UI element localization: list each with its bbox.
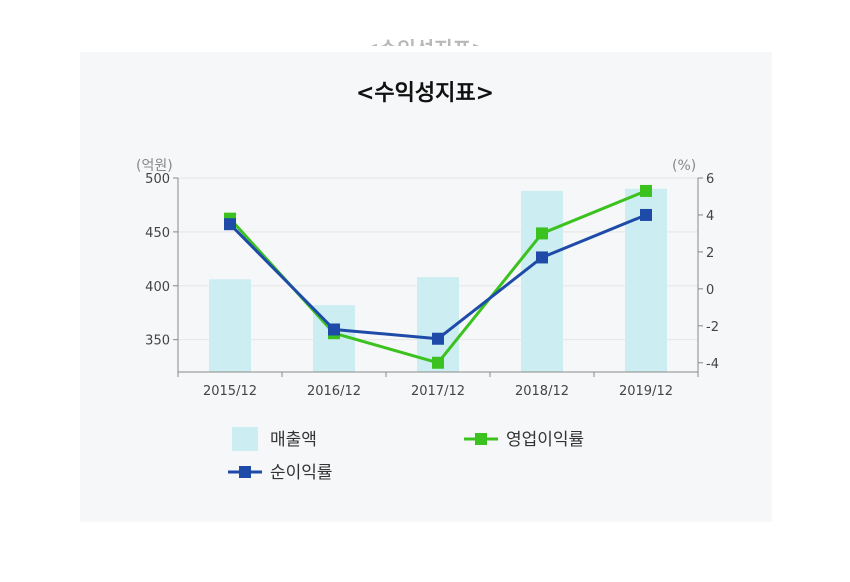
bar-2017/12: [417, 277, 459, 372]
x-tick-label: 2015/12: [203, 384, 257, 399]
left-tick-label: 500: [145, 172, 170, 187]
left-tick-label: 350: [145, 334, 170, 349]
right-tick-label: -4: [706, 357, 719, 372]
point-순이익률-2016/12: [328, 323, 340, 336]
left-tick-label: 400: [145, 280, 170, 295]
point-순이익률-2017/12: [432, 332, 444, 345]
legend-label-순이익률: 순이익률: [270, 463, 333, 483]
left-tick-label: 450: [145, 226, 170, 241]
x-tick-label: 2016/12: [307, 384, 361, 399]
faded-header-text: <수익성지표>: [340, 34, 510, 46]
legend-label-매출액: 매출액: [270, 430, 317, 450]
x-tick-label: 2018/12: [515, 384, 569, 399]
point-영업이익률-2018/12: [536, 227, 548, 240]
right-tick-label: -2: [706, 320, 719, 335]
legend-marker-순이익률: [239, 466, 251, 478]
right-tick-label: 6: [706, 172, 714, 187]
point-영업이익률-2017/12: [432, 356, 444, 369]
point-영업이익률-2019/12: [640, 184, 652, 197]
legend-swatch-매출액: [232, 427, 258, 451]
x-tick-label: 2019/12: [619, 384, 673, 399]
point-순이익률-2018/12: [536, 251, 548, 264]
chart-title: <수익성지표>: [355, 81, 495, 106]
axes: 350 400 450 500 -4 -2 0 2 4 6 2015/12 2016/12 2017/1…: [136, 158, 719, 399]
right-tick-label: 0: [706, 283, 714, 298]
point-순이익률-2015/12: [224, 218, 236, 231]
line-series: [224, 184, 652, 369]
bar-2018/12: [521, 190, 563, 372]
legend-label-영업이익률: 영업이익률: [506, 430, 584, 450]
point-순이익률-2019/12: [640, 208, 652, 221]
legend-marker-영업이익률: [475, 433, 487, 445]
right-tick-label: 4: [706, 209, 714, 224]
x-tick-label: 2017/12: [411, 384, 465, 399]
right-axis-unit: (%): [672, 158, 696, 174]
left-axis-unit: (억원): [136, 158, 173, 174]
right-tick-label: 2: [706, 246, 714, 261]
bar-2015/12: [209, 279, 251, 372]
